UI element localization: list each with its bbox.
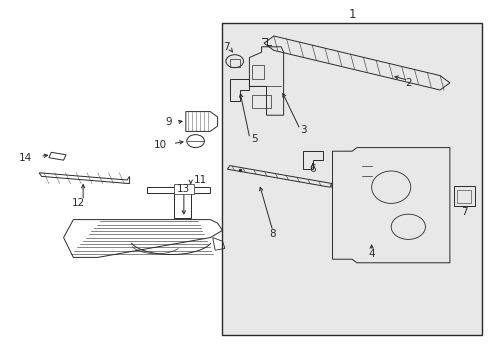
Bar [251, 95, 271, 108]
Text: 2: 2 [404, 78, 411, 88]
Text: 6: 6 [309, 164, 316, 174]
Text: 1: 1 [347, 8, 355, 21]
Text: 11: 11 [193, 175, 207, 185]
Text: 7: 7 [223, 42, 229, 52]
Text: 12: 12 [71, 198, 85, 208]
Text: 5: 5 [250, 134, 257, 144]
Text: 13: 13 [177, 184, 190, 194]
Text: 10: 10 [153, 140, 166, 150]
Bar [229, 59, 239, 67]
Bar [173, 184, 194, 194]
Text: 9: 9 [165, 117, 172, 127]
Text: 8: 8 [269, 229, 276, 239]
Bar [251, 65, 264, 79]
Text: 14: 14 [19, 153, 32, 163]
Bar [222, 23, 481, 335]
Text: 7: 7 [460, 207, 467, 217]
Bar [456, 190, 470, 203]
Text: 4: 4 [367, 249, 374, 259]
Text: 3: 3 [299, 125, 306, 135]
